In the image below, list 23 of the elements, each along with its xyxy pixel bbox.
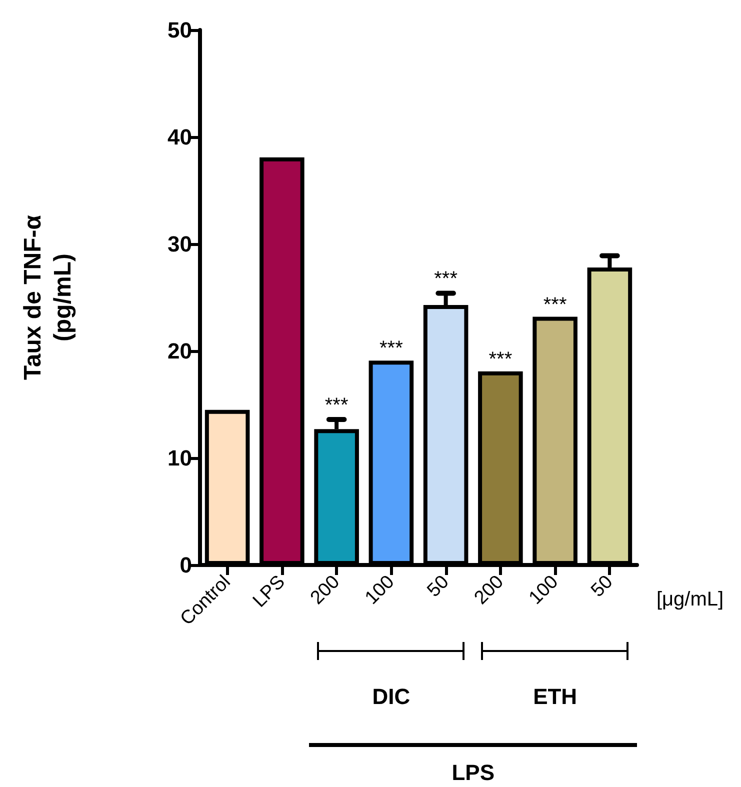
- text: [μg/mL]: [656, 588, 724, 612]
- data-label: ***: [543, 294, 567, 316]
- text: DIC: [372, 684, 410, 710]
- text: ETH: [533, 684, 578, 710]
- y-tick-label: 20: [168, 338, 192, 364]
- y-tick-label: 10: [168, 446, 192, 470]
- x-tick-label: 100: [525, 572, 562, 609]
- data-label: ***: [380, 338, 404, 360]
- data-label: ***: [434, 268, 458, 290]
- y-tick-label: 0: [180, 552, 192, 578]
- data-label: ***: [324, 394, 348, 416]
- x-tick-label: 100: [361, 572, 399, 609]
- y-tick-label: 50: [168, 18, 192, 42]
- x-tick-label: 200: [470, 572, 508, 609]
- x-tick-label: 50: [587, 572, 618, 602]
- y-tick-label: 40: [168, 124, 192, 150]
- text: LPS: [452, 760, 495, 786]
- x-tick-label: 50: [423, 572, 454, 602]
- y-axis-title: Taux de TNF-α (pg/mL): [20, 214, 76, 380]
- y-tick-label: 30: [168, 232, 192, 256]
- x-tick-label: LPS: [249, 572, 290, 612]
- x-tick-label: 200: [306, 572, 344, 609]
- data-label: ***: [488, 348, 512, 370]
